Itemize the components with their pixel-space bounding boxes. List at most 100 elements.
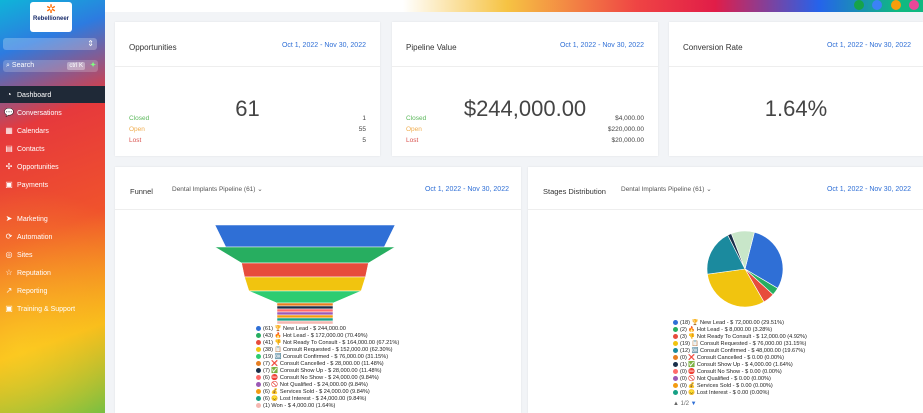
legend-swatch (673, 390, 678, 396)
funnel-segment[interactable] (276, 305, 334, 310)
legend-label: (2) 🔥 Hot Lead - $ 8,000.00 (3.28%) (680, 327, 773, 333)
legend-item[interactable]: (6) 💰 Services Sold - $ 24,000.00 (9.84%… (256, 389, 399, 396)
legend-item[interactable]: (0) ❌ Consult Cancelled - $ 0.00 (0.00%) (673, 355, 807, 362)
legend-item[interactable]: (18) 🏆 New Lead - $ 72,000.00 (29.51%) (673, 320, 807, 327)
sidebar: ✲ Rebellioneer ⇕ ⌕ Search ctrl K ✦ ◔ Dashb… (0, 0, 105, 413)
legend-item[interactable]: (1) Won - $ 4,000.00 (1.64%) (256, 403, 399, 410)
chart-title: Stages Distribution (543, 187, 606, 196)
legend-swatch (256, 403, 261, 409)
sidebar-item-calendars[interactable]: ▦ Calendars (0, 122, 105, 139)
page-indicator: 1/2 (680, 401, 689, 407)
legend-item[interactable]: (6) 😞 Lost Interest - $ 24,000.00 (9.84%… (256, 396, 399, 403)
funnel-segment[interactable] (244, 276, 366, 292)
funnel-segment[interactable] (276, 302, 334, 307)
sidebar-item-reporting[interactable]: ↗ Reporting (0, 282, 105, 299)
legend-swatch (256, 368, 261, 374)
sidebar-item-label: Reporting (17, 288, 48, 295)
date-range[interactable]: Oct 1, 2022 - Nov 30, 2022 (826, 42, 911, 49)
sidebar-item-training-support[interactable]: ▣ Training & Support (0, 300, 105, 317)
legend-label: (12) 🆗 Consult Confirmed - $ 48,000.00 (… (680, 348, 806, 354)
payments-icon: ▣ (5, 180, 13, 189)
funnel-segment[interactable] (276, 311, 334, 316)
sidebar-item-label: Reputation (17, 270, 51, 277)
legend-item[interactable]: (38) 📋 Consult Requested - $ 152,000.00 … (256, 347, 399, 354)
legend-swatch (673, 383, 678, 389)
legend-item[interactable]: (0) 🚫 Not Qualified - $ 0.00 (0.00%) (673, 376, 807, 383)
sidebar-item-dashboard[interactable]: ◔ Dashboard (0, 86, 105, 103)
date-range[interactable]: Oct 1, 2022 - Nov 30, 2022 (559, 42, 644, 49)
legend-item[interactable]: (1) ✅ Consult Show Up - $ 4,000.00 (1.64… (673, 362, 807, 369)
legend-label: (6) ⛔ Consult No Show - $ 24,000.00 (9.8… (263, 375, 379, 381)
legend-swatch (673, 369, 678, 375)
legend-label: (3) 👎 Not Ready To Consult - $ 12,000.00… (680, 334, 807, 340)
pie-slice[interactable] (706, 234, 746, 275)
sidebar-item-reputation[interactable]: ☆ Reputation (0, 264, 105, 281)
stat-label: Closed (406, 115, 427, 122)
conversion-rate-card: Conversion Rate Oct 1, 2022 - Nov 30, 20… (669, 22, 923, 156)
reporting-icon: ↗ (5, 286, 13, 295)
reputation-icon: ☆ (5, 268, 13, 277)
funnel-segment[interactable] (241, 262, 369, 278)
search-input[interactable]: ⌕ Search ctrl K ✦ (3, 60, 98, 72)
legend-item[interactable]: (19) 📋 Consult Requested - $ 76,000.00 (… (673, 341, 807, 348)
training-icon: ▣ (5, 304, 13, 313)
account-switcher[interactable]: ⇕ (3, 38, 97, 50)
legend-item[interactable]: (7) ❌ Consult Cancelled - $ 28,000.00 (1… (256, 361, 399, 368)
legend-item[interactable]: (12) 🆗 Consult Confirmed - $ 48,000.00 (… (673, 348, 807, 355)
sidebar-item-payments[interactable]: ▣ Payments (0, 176, 105, 193)
sidebar-item-automation[interactable]: ⟳ Automation (0, 228, 105, 245)
funnel-segment[interactable] (276, 320, 334, 325)
search-placeholder: Search (11, 62, 35, 69)
funnel-segment[interactable] (248, 290, 362, 304)
date-range[interactable]: Oct 1, 2022 - Nov 30, 2022 (281, 42, 366, 49)
legend-item[interactable]: (6) ⛔ Consult No Show - $ 24,000.00 (9.8… (256, 375, 399, 382)
pie-chart (706, 230, 784, 308)
quick-add-icon[interactable]: ✦ (90, 62, 96, 69)
legend-item[interactable]: (7) ✅ Consult Show Up - $ 28,000.00 (11.… (256, 368, 399, 375)
sidebar-item-sites[interactable]: ◎ Sites (0, 246, 105, 263)
stat-label: Lost (129, 137, 142, 144)
sidebar-item-opportunities[interactable]: ✣ Opportunities (0, 158, 105, 175)
date-range[interactable]: Oct 1, 2022 - Nov 30, 2022 (424, 186, 509, 193)
funnel-segment[interactable] (276, 314, 334, 319)
sidebar-item-label: Calendars (17, 128, 49, 135)
pipeline-select[interactable]: Dental Implants Pipeline (61) ⌄ (621, 185, 712, 193)
brand-logo[interactable]: ✲ Rebellioneer (30, 2, 72, 32)
legend-item[interactable]: (3) 👎 Not Ready To Consult - $ 12,000.00… (673, 334, 807, 341)
legend-swatch (256, 354, 261, 360)
page-up-icon[interactable]: ▲ (673, 401, 679, 407)
avatar[interactable] (909, 0, 919, 10)
sidebar-item-marketing[interactable]: ➤ Marketing (0, 210, 105, 227)
legend-item[interactable]: (61) 🏆 New Lead - $ 244,000.00 (256, 326, 399, 333)
date-range[interactable]: Oct 1, 2022 - Nov 30, 2022 (826, 186, 911, 193)
funnel-segment[interactable] (276, 308, 334, 313)
legend-pager[interactable]: ▲ 1/2 ▼ (673, 401, 697, 407)
funnel-legend: (61) 🏆 New Lead - $ 244,000.00 (43) 🔥 Hot… (256, 326, 399, 410)
notification-icon[interactable] (872, 0, 883, 10)
opportunities-icon: ✣ (5, 162, 13, 171)
sidebar-item-label: Opportunities (17, 164, 59, 171)
legend-swatch (673, 334, 678, 340)
legend-item[interactable]: (0) 😞 Lost Interest - $ 0.00 (0.00%) (673, 390, 807, 397)
legend-item[interactable]: (0) 💰 Services Sold - $ 0.00 (0.00%) (673, 383, 807, 390)
page-down-icon[interactable]: ▼ (690, 401, 697, 407)
legend-item[interactable]: (43) 🔥 Hot Lead - $ 172,000.00 (70.49%) (256, 333, 399, 340)
sidebar-item-contacts[interactable]: ▤ Contacts (0, 140, 105, 157)
pie-slice[interactable] (707, 268, 765, 308)
legend-item[interactable]: (41) 👎 Not Ready To Consult - $ 164,000.… (256, 340, 399, 347)
sidebar-item-conversations[interactable]: 💬 Conversations (0, 104, 105, 121)
funnel-segment[interactable] (276, 317, 334, 322)
funnel-segment[interactable] (214, 224, 396, 248)
legend-swatch (673, 362, 678, 368)
pie-slice[interactable] (730, 230, 755, 270)
legend-item[interactable]: (19) 🆗 Consult Confirmed - $ 76,000.00 (… (256, 354, 399, 361)
legend-label: (38) 📋 Consult Requested - $ 152,000.00 … (263, 347, 393, 353)
legend-item[interactable]: (0) ⛔ Consult No Show - $ 0.00 (0.00%) (673, 369, 807, 376)
phone-icon[interactable] (853, 0, 864, 10)
chevron-updown-icon: ⇕ (87, 39, 94, 48)
pipeline-select[interactable]: Dental Implants Pipeline (61) ⌄ (172, 185, 263, 193)
legend-item[interactable]: (2) 🔥 Hot Lead - $ 8,000.00 (3.28%) (673, 327, 807, 334)
help-icon[interactable] (890, 0, 901, 10)
funnel-segment[interactable] (214, 246, 396, 264)
legend-item[interactable]: (6) 🚫 Not Qualified - $ 24,000.00 (9.84%… (256, 382, 399, 389)
